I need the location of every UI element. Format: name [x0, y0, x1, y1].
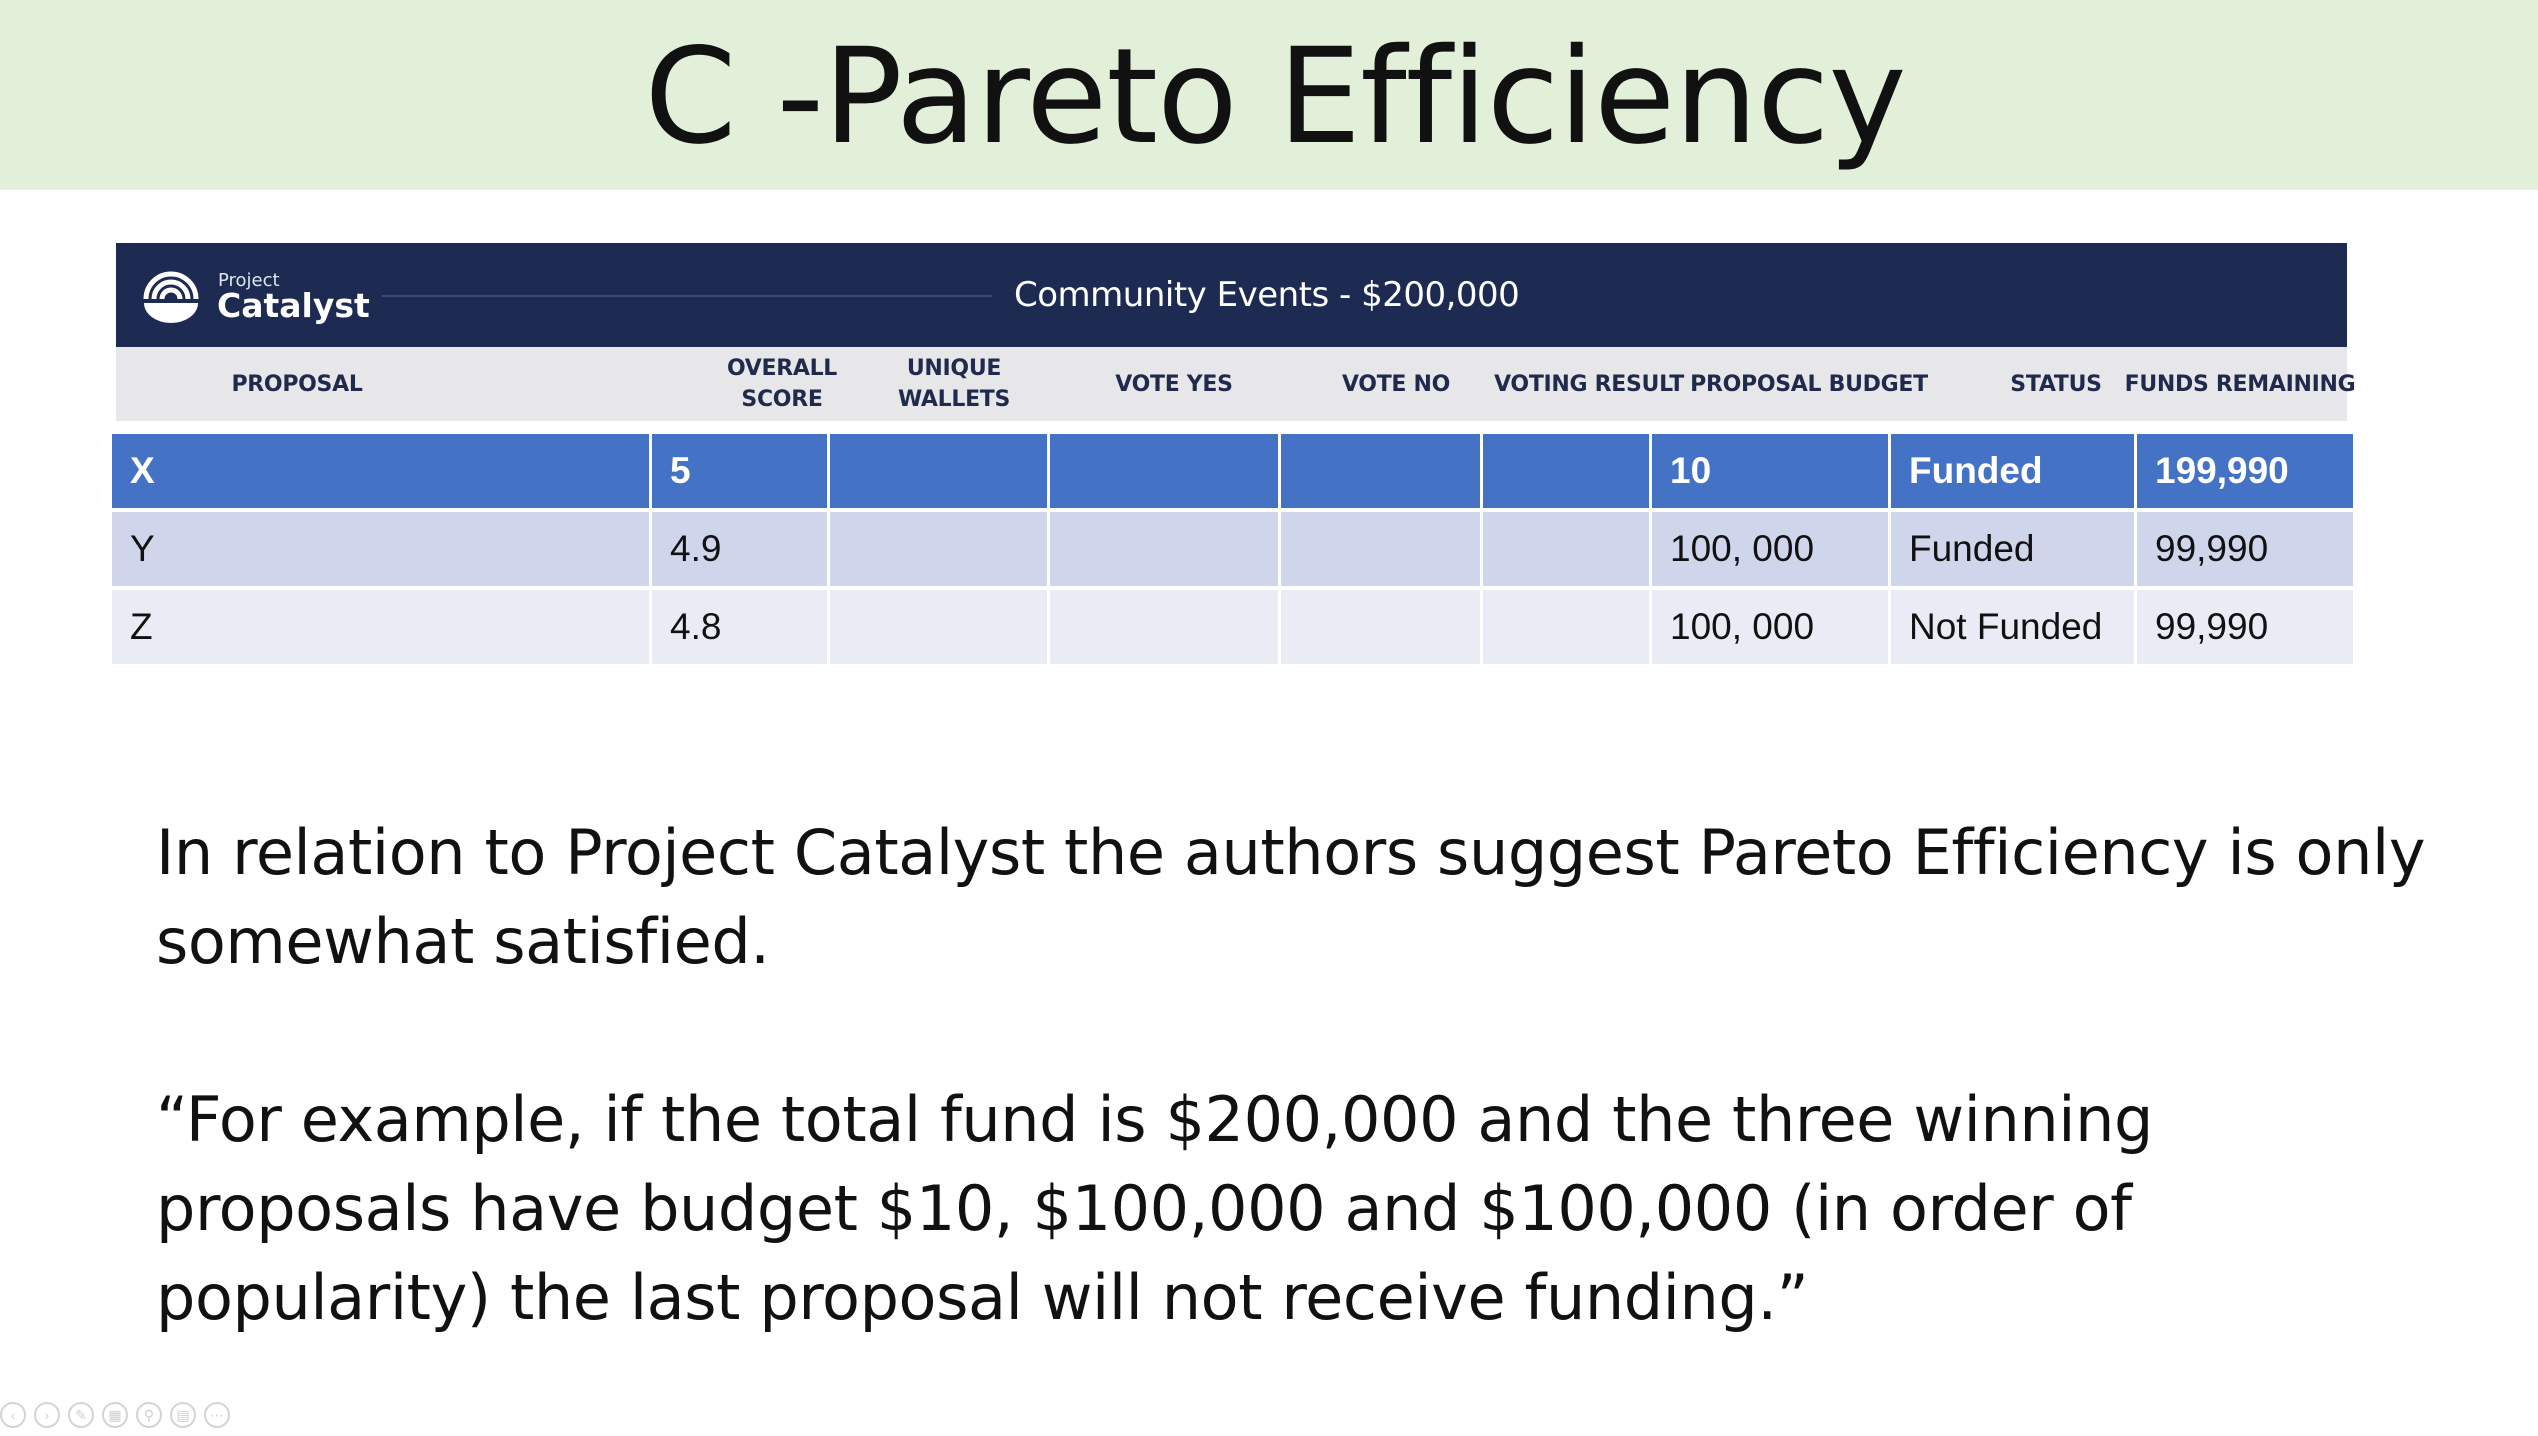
subtitles-icon[interactable]: ▤ [170, 1402, 196, 1428]
body-paragraph-2: “For example, if the total fund is $200,… [156, 1083, 2153, 1334]
slide-title: C -Pareto Efficiency [644, 20, 1906, 174]
zoom-icon[interactable]: ⚲ [136, 1402, 162, 1428]
cell-score: 5 [649, 434, 827, 508]
cell-vote-no [1278, 590, 1480, 664]
column-header-voting-result: VOTING RESULT [1494, 371, 1684, 397]
column-header-row: PROPOSAL OVERALL SCORE UNIQUE WALLETS VOTE… [116, 347, 2356, 421]
cell-voting-result [1480, 434, 1649, 508]
cell-budget: 100, 000 [1649, 590, 1888, 664]
column-header-unique-wallets: UNIQUE WALLETS [897, 356, 1011, 412]
cell-vote-yes [1047, 590, 1278, 664]
column-header-vote-no: VOTE NO [1341, 371, 1451, 397]
cell-wallets [827, 590, 1047, 664]
table-row: Z 4.8 100, 000 Not Funded 99,990 [112, 590, 2353, 664]
cell-proposal: X [112, 434, 649, 508]
catalyst-banner: Project Catalyst Community Events - $200… [116, 243, 2347, 347]
logo-catalyst-label: Catalyst [217, 286, 370, 325]
cell-vote-yes [1047, 512, 1278, 586]
cell-vote-no [1278, 512, 1480, 586]
cell-funds-remaining: 199,990 [2134, 434, 2353, 508]
cell-vote-no [1278, 434, 1480, 508]
column-header-vote-yes: VOTE YES [1115, 371, 1233, 397]
cell-voting-result [1480, 512, 1649, 586]
previous-icon[interactable]: ‹ [0, 1402, 26, 1428]
cell-funds-remaining: 99,990 [2134, 512, 2353, 586]
column-header-proposal-budget: PROPOSAL BUDGET [1690, 371, 1928, 397]
logo-project-label: Project [218, 270, 280, 291]
table-row: Y 4.9 100, 000 Funded 99,990 [112, 512, 2353, 586]
column-header-status: STATUS [2010, 371, 2102, 397]
column-header-overall-score: OVERALL SCORE [726, 356, 838, 412]
cell-voting-result [1480, 590, 1649, 664]
cell-wallets [827, 434, 1047, 508]
column-header-funds-remaining: FUNDS REMAINING [2124, 371, 2356, 397]
slides-icon[interactable]: ▦ [102, 1402, 128, 1428]
banner-title: Community Events - $200,000 [1014, 275, 1520, 315]
catalyst-logo-icon [143, 271, 199, 323]
cell-status: Not Funded [1888, 590, 2134, 664]
title-band [0, 0, 2538, 190]
cell-vote-yes [1047, 434, 1278, 508]
slideshow-controls: ‹ › ✎ ▦ ⚲ ▤ ⋯ [0, 1402, 230, 1434]
cell-proposal: Z [112, 590, 649, 664]
cell-proposal: Y [112, 512, 649, 586]
body-paragraph-1: In relation to Project Catalyst the auth… [156, 816, 2426, 978]
next-icon[interactable]: › [34, 1402, 60, 1428]
cell-score: 4.9 [649, 512, 827, 586]
column-header-proposal: PROPOSAL [231, 371, 363, 397]
cell-budget: 100, 000 [1649, 512, 1888, 586]
cell-budget: 10 [1649, 434, 1888, 508]
cell-status: Funded [1888, 512, 2134, 586]
more-icon[interactable]: ⋯ [204, 1402, 230, 1428]
table-row: X 5 10 Funded 199,990 [112, 434, 2353, 508]
banner-divider [382, 295, 992, 297]
pen-icon[interactable]: ✎ [68, 1402, 94, 1428]
row-divider [112, 508, 2353, 512]
cell-wallets [827, 512, 1047, 586]
cell-score: 4.8 [649, 590, 827, 664]
cell-status: Funded [1888, 434, 2134, 508]
cell-funds-remaining: 99,990 [2134, 590, 2353, 664]
row-divider [112, 586, 2353, 590]
